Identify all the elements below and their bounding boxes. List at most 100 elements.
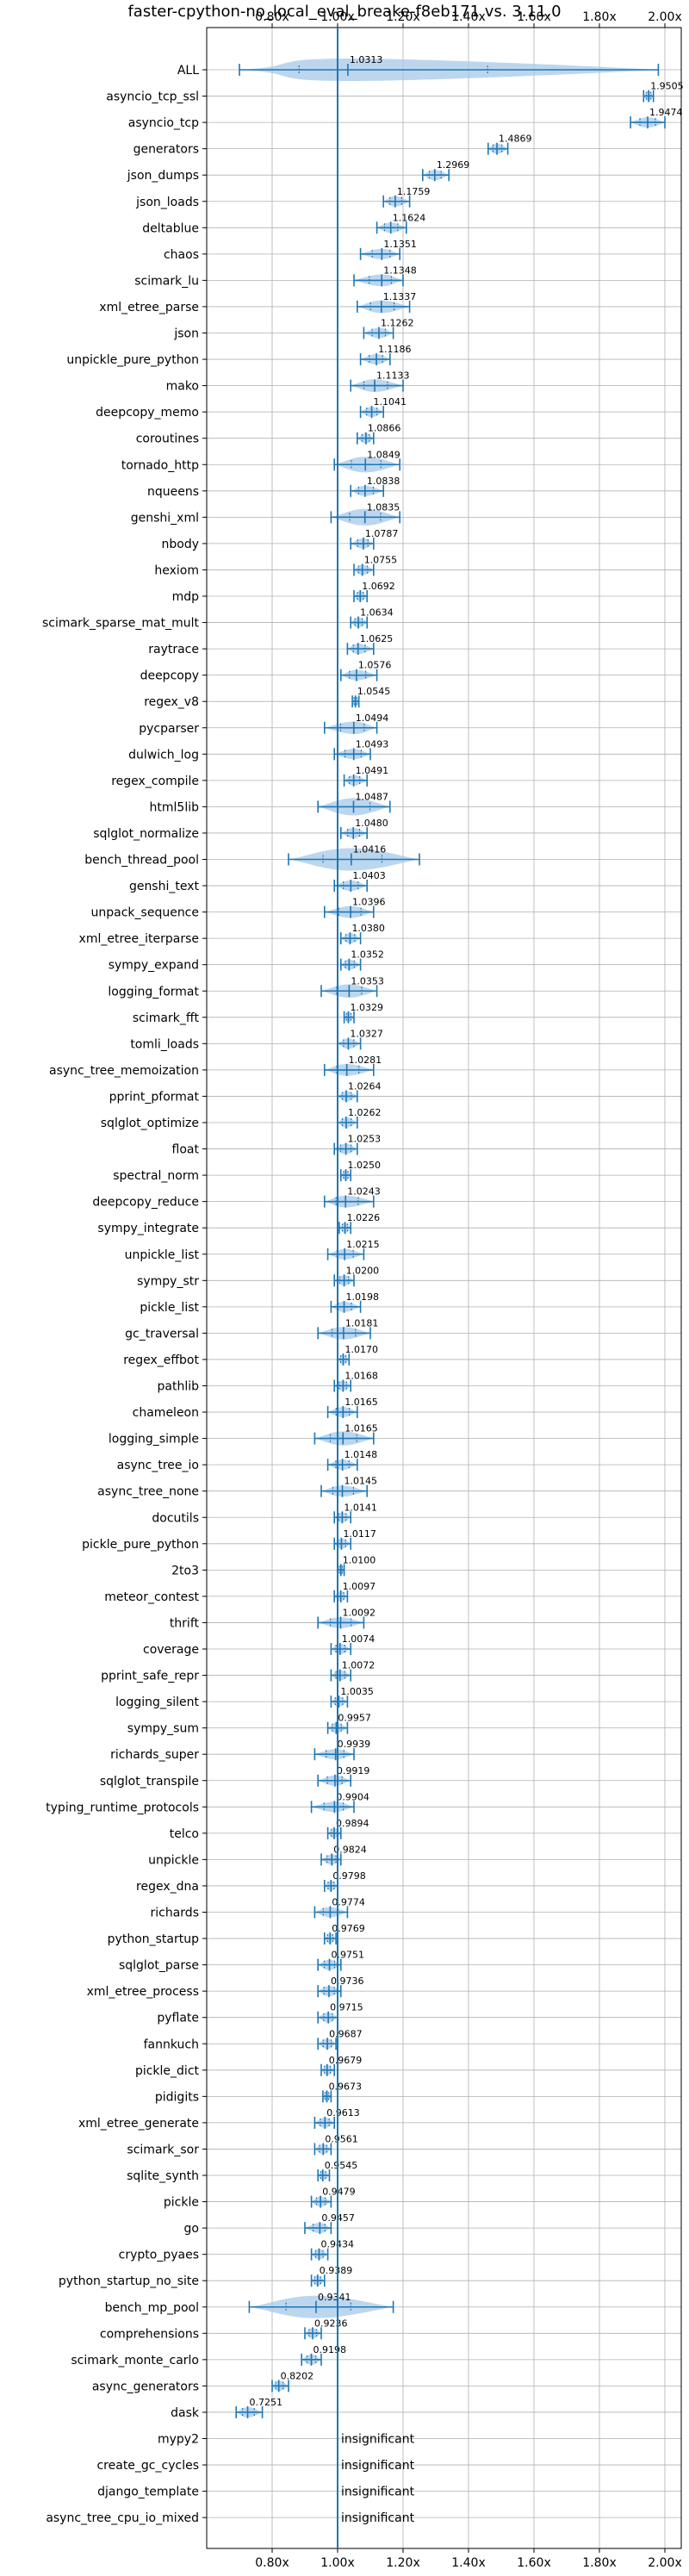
benchmark-label: python_startup [108,1932,199,1946]
benchmark-label: sqlite_synth [127,2169,199,2183]
benchmark-label: asyncio_tcp_ssl [106,90,199,104]
value-label: 1.0487 [356,791,389,802]
value-label: 1.0148 [344,1449,378,1460]
value-label: 1.1041 [374,396,407,408]
benchmark-label: chaos [164,248,199,262]
insignificant-label: insignificant [341,2511,415,2525]
value-label: 1.0494 [356,712,389,724]
benchmark-label: generators [133,143,199,157]
value-label: 1.0097 [343,1581,376,1592]
benchmark-label: go [184,2222,199,2236]
benchmark-label: nbody [162,538,200,551]
value-label: 0.9715 [330,2002,363,2013]
benchmark-label: hexiom [154,563,199,577]
benchmark-label: mypy2 [158,2433,199,2447]
benchmark-label: ALL [177,64,199,78]
benchmark-label: async_generators [92,2380,199,2393]
value-label: 1.1351 [383,239,417,250]
tick-label-top: 1.40x [451,10,485,24]
benchmark-label: dulwich_log [128,748,199,762]
benchmark-label: richards [151,1907,200,1920]
benchmark-label: sympy_expand [109,959,199,973]
benchmark-label: bench_mp_pool [105,2301,199,2315]
value-label: 1.0692 [362,581,395,592]
benchmark-label: create_gc_cycles [96,2459,199,2473]
benchmark-label: meteor_contest [104,1590,199,1604]
value-label: 0.9919 [337,1765,370,1776]
value-label: 1.0074 [342,1633,376,1645]
benchmark-label: unpickle_pure_python [66,353,199,367]
benchmark-label: json_dumps [127,169,199,183]
value-label: 1.0576 [358,660,392,671]
value-label: 1.1337 [383,291,417,302]
value-label: 1.0198 [346,1291,380,1303]
value-label: 1.0145 [344,1476,378,1487]
benchmark-label: deltablue [142,221,199,235]
value-label: 1.0849 [367,449,400,460]
chart-title: faster-cpython-no_local_eval_breake-f8eb… [127,3,561,21]
benchmark-label: logging_simple [109,1433,199,1447]
tick-label-top: 1.00x [320,10,354,24]
value-label: 0.9751 [332,1950,365,1961]
value-label: 1.0755 [364,554,398,565]
tick-label-bottom: 1.60x [517,2556,550,2570]
value-label: 1.0396 [352,897,386,908]
tick-label-bottom: 1.80x [582,2556,616,2570]
benchmark-label: scimark_monte_carlo [71,2354,199,2368]
value-label: 0.9479 [322,2187,356,2198]
benchmark-label: thrift [170,1616,200,1630]
benchmark-label: sqlglot_transpile [100,1775,199,1789]
benchmark-label: pprint_safe_repr [101,1670,199,1683]
insignificant-label: insignificant [341,2433,415,2447]
tick-label-bottom: 1.40x [451,2556,485,2570]
value-label: 0.9613 [326,2107,360,2119]
benchmark-label: xml_etree_process [87,1985,199,1999]
value-label: 1.0243 [347,1186,381,1198]
value-label: 1.0141 [344,1502,377,1513]
value-label: 1.0327 [350,1028,383,1039]
benchmark-label: regex_compile [111,775,199,788]
benchmark-label: async_tree_memoization [49,1064,199,1078]
insignificant-label: insignificant [341,2459,415,2473]
benchmark-label: sympy_sum [127,1722,199,1736]
value-label: 1.0165 [344,1423,378,1434]
value-label: 1.4869 [499,134,532,145]
value-label: 1.1759 [397,186,431,197]
tick-label-bottom: 0.80x [255,2556,289,2570]
value-label: 1.1133 [376,370,410,382]
benchmark-label: regex_dna [136,1880,199,1894]
value-label: 0.8202 [281,2370,314,2381]
value-label: 0.9957 [338,1713,371,1724]
value-label: 0.9774 [332,1897,365,1908]
tick-label-bottom: 1.00x [320,2556,354,2570]
benchmark-label: chameleon [133,1406,199,1420]
grid-lines [207,28,681,2548]
value-label: 0.9236 [314,2318,348,2329]
benchmark-label: gc_traversal [125,1327,199,1341]
value-label: 1.0835 [367,501,400,513]
tick-label-top: 2.00x [648,10,681,24]
value-label: 1.0072 [342,1660,376,1671]
value-label: 0.9824 [333,1844,367,1855]
benchmark-label: deepcopy [140,669,199,683]
value-label: 1.0253 [348,1134,382,1145]
value-label: 1.1624 [393,212,426,223]
benchmark-label: deepcopy_reduce [92,1196,199,1210]
benchmark-label: scimark_lu [134,274,199,288]
tick-label-top: 1.80x [582,10,616,24]
value-label: 1.0262 [348,1107,382,1118]
value-label: 1.0352 [351,949,384,961]
value-label: 1.0787 [365,528,399,539]
tick-label-top: 1.60x [517,10,550,24]
value-label: 1.0215 [346,1239,380,1250]
value-label: 0.9673 [329,2081,363,2092]
benchmark-label: typing_runtime_protocols [46,1801,199,1814]
value-label: 0.9545 [325,2160,358,2171]
benchmark-label: deepcopy_memo [96,406,199,420]
value-label: 1.0226 [347,1212,381,1223]
benchmark-label: async_tree_none [97,1485,199,1499]
benchmark-label: json [173,327,199,341]
value-label: 1.0100 [343,1554,376,1565]
value-label: 0.9939 [338,1739,371,1750]
benchmark-label: coroutines [136,432,199,446]
